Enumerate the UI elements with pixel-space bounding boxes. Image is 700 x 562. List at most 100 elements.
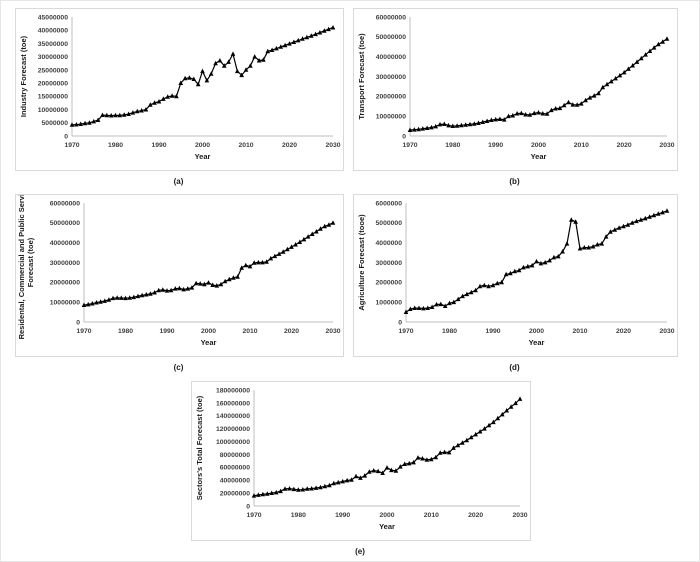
chart-block-total: 0 20000000 40000000 60000000 80000000 1000000…	[191, 381, 531, 556]
svg-text:30000000: 30000000	[50, 260, 80, 267]
svg-text:2020: 2020	[284, 328, 299, 335]
svg-text:50000000: 50000000	[376, 34, 406, 41]
chart-panel-total: 0 20000000 40000000 60000000 80000000 1000000…	[191, 381, 531, 541]
svg-text:0: 0	[246, 503, 250, 510]
chart-caption-c: (c)	[173, 363, 184, 372]
svg-text:30000000: 30000000	[376, 74, 406, 81]
svg-text:35000000: 35000000	[38, 41, 68, 48]
svg-text:10000000: 10000000	[376, 114, 406, 121]
chart-panel-agriculture: 0 1000000 2000000 3000000 4000000 5000000 6000…	[353, 194, 678, 357]
svg-text:180000000: 180000000	[216, 387, 250, 394]
chart-block-industry: 0 5000000 10000000 15000000 20000000 25000000…	[15, 8, 344, 186]
svg-text:1970: 1970	[246, 512, 261, 519]
svg-text:2020: 2020	[616, 328, 631, 335]
svg-text:160000000: 160000000	[216, 400, 250, 407]
svg-text:10000000: 10000000	[38, 107, 68, 114]
chart-canvas-e: 0 20000000 40000000 60000000 80000000 1000000…	[195, 387, 528, 531]
svg-text:20000000: 20000000	[38, 81, 68, 88]
svg-text:45000000: 45000000	[38, 14, 68, 21]
svg-text:1970: 1970	[76, 328, 91, 335]
svg-text:Industry Forecast (toe): Industry Forecast (toe)	[19, 35, 28, 117]
svg-text:50000000: 50000000	[50, 220, 80, 227]
svg-text:2010: 2010	[572, 328, 587, 335]
svg-text:2020: 2020	[468, 512, 483, 519]
svg-text:2030: 2030	[325, 142, 340, 149]
svg-text:100000000: 100000000	[216, 439, 250, 446]
svg-text:2010: 2010	[424, 512, 439, 519]
chart-block-agriculture: 0 1000000 2000000 3000000 4000000 5000000 6000…	[353, 194, 678, 372]
svg-text:40000000: 40000000	[38, 28, 68, 35]
svg-text:15000000: 15000000	[38, 94, 68, 101]
svg-text:2000: 2000	[201, 328, 216, 335]
svg-text:2000: 2000	[529, 328, 544, 335]
svg-text:1970: 1970	[398, 328, 413, 335]
svg-text:1970: 1970	[402, 142, 417, 149]
chart-caption-d: (d)	[509, 363, 520, 372]
svg-text:1970: 1970	[64, 142, 79, 149]
chart-caption-e: (e)	[355, 547, 365, 556]
chart-canvas-b: 0 10000000 20000000 30000000 40000000 5000000…	[357, 14, 675, 161]
svg-text:2000: 2000	[379, 512, 394, 519]
svg-text:0: 0	[398, 319, 402, 326]
svg-text:2020: 2020	[617, 142, 632, 149]
svg-text:60000000: 60000000	[50, 200, 80, 207]
svg-text:4000000: 4000000	[376, 240, 403, 247]
svg-text:5000000: 5000000	[376, 220, 403, 227]
svg-text:Forecast (toe): Forecast (toe)	[26, 237, 35, 287]
chart-panel-transport: 0 10000000 20000000 30000000 40000000 5000000…	[353, 8, 678, 171]
chart-block-transport: 0 10000000 20000000 30000000 40000000 5000000…	[353, 8, 678, 186]
svg-text:10000000: 10000000	[50, 300, 80, 307]
svg-text:2000000: 2000000	[376, 280, 403, 287]
svg-text:40000000: 40000000	[50, 240, 80, 247]
svg-text:30000000: 30000000	[38, 54, 68, 61]
svg-text:40000000: 40000000	[220, 478, 250, 485]
svg-text:2010: 2010	[242, 328, 257, 335]
svg-text:140000000: 140000000	[216, 413, 250, 420]
chart-panel-residential: 0 10000000 20000000 30000000 40000000 5000000…	[15, 194, 344, 357]
svg-text:1000000: 1000000	[376, 300, 403, 307]
svg-text:Year: Year	[195, 152, 211, 161]
svg-text:20000000: 20000000	[376, 94, 406, 101]
svg-text:20000000: 20000000	[220, 491, 250, 498]
chart-canvas-d: 0 1000000 2000000 3000000 4000000 5000000 6000…	[357, 200, 675, 347]
svg-text:40000000: 40000000	[376, 54, 406, 61]
svg-text:1980: 1980	[291, 512, 306, 519]
svg-text:1980: 1980	[445, 142, 460, 149]
svg-text:Year: Year	[529, 338, 545, 347]
svg-text:2000: 2000	[531, 142, 546, 149]
svg-text:2030: 2030	[659, 142, 674, 149]
svg-text:6000000: 6000000	[376, 200, 403, 207]
svg-text:20000000: 20000000	[50, 280, 80, 287]
svg-text:Sectors's Total Forecast (toe): Sectors's Total Forecast (toe)	[195, 395, 204, 500]
svg-text:2000: 2000	[195, 142, 210, 149]
svg-text:Residental, Commercial and Pub: Residental, Commercial and Public Servic…	[17, 195, 26, 339]
svg-text:120000000: 120000000	[216, 426, 250, 433]
chart-caption-a: (a)	[173, 177, 184, 186]
svg-text:Year: Year	[379, 522, 395, 531]
svg-text:1990: 1990	[335, 512, 350, 519]
svg-text:2030: 2030	[325, 328, 340, 335]
svg-text:2010: 2010	[238, 142, 253, 149]
svg-text:60000000: 60000000	[376, 14, 406, 21]
svg-text:0: 0	[402, 133, 406, 140]
svg-text:1990: 1990	[159, 328, 174, 335]
svg-text:1980: 1980	[442, 328, 457, 335]
svg-text:3000000: 3000000	[376, 260, 403, 267]
svg-text:0: 0	[76, 319, 80, 326]
svg-text:1990: 1990	[485, 328, 500, 335]
svg-text:2020: 2020	[282, 142, 297, 149]
svg-text:Year: Year	[531, 152, 547, 161]
chart-canvas-c: 0 10000000 20000000 30000000 40000000 5000000…	[17, 195, 341, 347]
chart-panel-industry: 0 5000000 10000000 15000000 20000000 25000000…	[15, 8, 344, 171]
svg-text:Agriculture Forecast (tooe): Agriculture Forecast (tooe)	[357, 214, 366, 311]
svg-text:2010: 2010	[574, 142, 589, 149]
svg-text:2030: 2030	[659, 328, 674, 335]
svg-text:1990: 1990	[488, 142, 503, 149]
chart-block-residential: 0 10000000 20000000 30000000 40000000 5000000…	[15, 194, 344, 372]
svg-text:2030: 2030	[512, 512, 527, 519]
svg-text:1990: 1990	[151, 142, 166, 149]
svg-text:1980: 1980	[118, 328, 133, 335]
svg-text:5000000: 5000000	[42, 120, 69, 127]
svg-text:25000000: 25000000	[38, 67, 68, 74]
